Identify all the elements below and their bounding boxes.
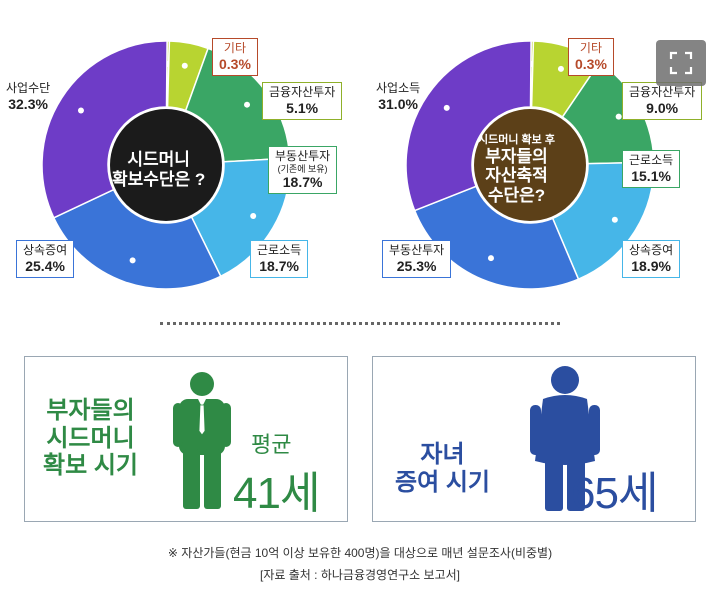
donut-center-0 [110, 109, 222, 221]
callout-right-business: 사업소득 31.0% [376, 81, 421, 112]
slice-value: 0.3% [575, 55, 607, 72]
slice-value: 18.7% [282, 174, 323, 191]
average-label: 평균 [251, 432, 292, 457]
center-line: 시드머니 [127, 150, 190, 169]
donut-slice-1-3 [551, 161, 655, 281]
slice-label: 상속증여 [23, 243, 68, 257]
footer-source: [자료 출처 : 하나금융경영연구소 보고서] [260, 568, 460, 582]
panel-line: 증여 시기 [395, 468, 490, 496]
donut-slice-1-4 [413, 185, 580, 290]
panel-line: 자녀 [420, 441, 465, 468]
panel-gift-age: 자녀 증여 시기 65세 [372, 356, 696, 522]
center-line: 시드머니 확보 후 [478, 134, 555, 146]
callout-right-etc: 기타 0.3% [568, 38, 614, 76]
slice-value: 5.1% [286, 99, 319, 116]
panel-line: 확보 시기 [43, 452, 138, 480]
slice-label: 사업소득 [376, 81, 421, 95]
footer-note: ※ 자산가들(현금 10억 이상 보유한 400명)을 대상으로 매년 설문조사… [167, 546, 553, 560]
callout-left-labor: 근로소득 18.7% [250, 240, 309, 278]
callout-right-finance: 금융자산투자 9.0% [622, 82, 703, 120]
slice-value: 25.3% [396, 257, 437, 274]
callout-left-business: 사업수단 32.3% [6, 81, 51, 112]
callout-left-etc: 기타 0.3% [212, 38, 258, 76]
slice-label: 근로소득 [629, 153, 674, 167]
slice-value: 0.3% [219, 55, 251, 72]
slice-label: 기타 [223, 41, 246, 55]
slice-marker-1-1 [557, 65, 564, 72]
person-icon [173, 372, 231, 509]
slice-label: 부동산투자 [389, 243, 445, 257]
slice-label: 금융자산투자 [269, 85, 336, 99]
slice-marker-0-5 [77, 107, 84, 114]
callout-right-realestate: 부동산투자 25.3% [382, 240, 452, 278]
slice-label: 기타 [579, 41, 602, 55]
slice-marker-0-4 [129, 257, 136, 264]
donut-center-1 [474, 109, 586, 221]
slice-value: 25.4% [25, 257, 65, 274]
slice-value: 18.7% [259, 257, 299, 274]
callout-right-labor: 근로소득 15.1% [622, 150, 681, 188]
slice-marker-1-5 [443, 104, 450, 111]
slice-value: 31.0% [378, 95, 418, 112]
center-line: 자산축적 [485, 166, 548, 186]
age-value: 41세 [233, 469, 320, 518]
donut-slice-0-5 [41, 40, 168, 219]
slice-value: 9.0% [646, 99, 679, 116]
slice-label: 사업수단 [6, 81, 51, 95]
callout-left-finance: 금융자산투자 5.1% [262, 82, 343, 120]
donut-slice-1-5 [405, 40, 532, 212]
panel-line: 시드머니 [46, 424, 135, 452]
slice-label: 금융자산투자 [629, 85, 696, 99]
center-left: 시드머니 확보수단은 ? [112, 150, 205, 189]
slice-marker-1-4 [487, 255, 494, 262]
person-icon [530, 366, 600, 511]
expand-icon [669, 51, 693, 75]
donut-slice-0-3 [190, 157, 291, 278]
slice-sublabel: (기존에 보유) [277, 163, 328, 174]
center-line: 확보수단은 ? [112, 169, 206, 189]
slice-label: 상속증여 [629, 243, 674, 257]
center-right: 시드머니 확보 후 부자들의 자산축적 수단은? [478, 134, 555, 205]
slice-value: 32.3% [8, 95, 48, 112]
slice-label: 근로소득 [257, 243, 302, 257]
callout-left-inheritance: 상속증여 25.4% [16, 240, 75, 278]
donut-slice-0-4 [52, 188, 222, 290]
expand-button[interactable] [656, 40, 706, 86]
divider [160, 322, 560, 325]
slice-marker-0-2 [244, 101, 251, 108]
center-line: 수단은? [487, 185, 546, 205]
age-value: 65세 [571, 469, 658, 518]
slice-marker-1-2 [615, 113, 622, 120]
slice-value: 18.9% [631, 257, 671, 274]
panel-title: 부자들의 시드머니 확보 시기 [43, 397, 138, 480]
callout-left-realestate: 부동산투자 (기존에 보유) 18.7% [268, 146, 338, 195]
slice-marker-0-3 [250, 212, 257, 219]
slice-marker-0-1 [181, 62, 188, 69]
callout-right-inheritance: 상속증여 18.9% [622, 240, 681, 278]
panel-line: 부자들의 [46, 397, 135, 424]
slice-value: 15.1% [631, 167, 671, 184]
panel-title: 자녀 증여 시기 [395, 441, 490, 496]
slice-label: 부동산투자 [275, 149, 331, 163]
panel-seed-money-age: 부자들의 시드머니 확보 시기 평균 41세 [24, 356, 348, 522]
center-line: 부자들의 [485, 146, 548, 166]
slice-marker-1-3 [611, 216, 618, 223]
